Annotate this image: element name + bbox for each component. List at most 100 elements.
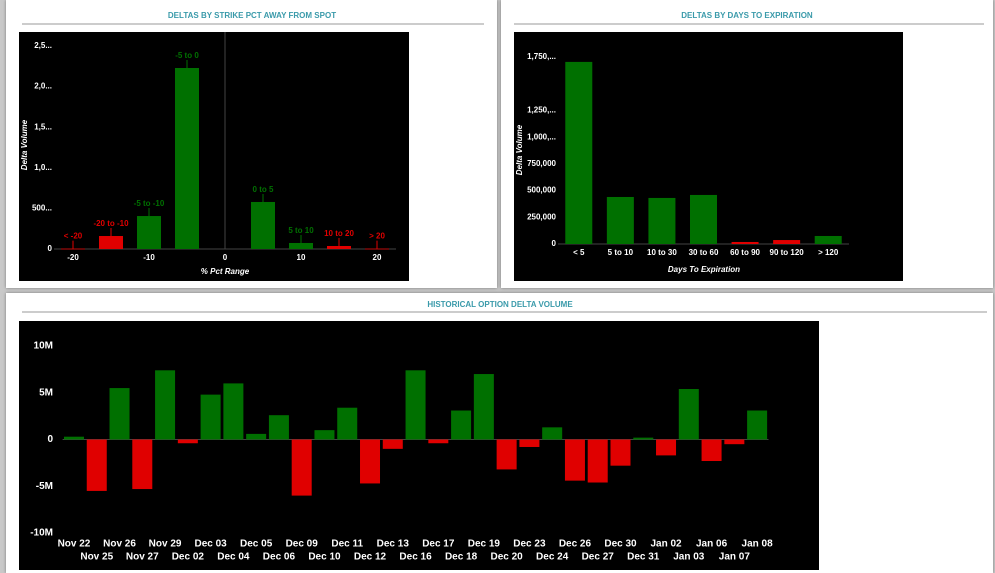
x-tick-label: Dec 06 bbox=[263, 552, 296, 563]
x-tick-label: -10 bbox=[143, 253, 155, 262]
chart-title: DELTAS BY STRIKE PCT AWAY FROM SPOT bbox=[168, 11, 336, 20]
bar bbox=[251, 201, 275, 249]
bar bbox=[542, 427, 563, 440]
bar bbox=[814, 235, 842, 244]
x-axis-title: % Pct Range bbox=[201, 267, 250, 276]
data-label: 0 to 5 bbox=[253, 185, 274, 194]
x-tick-label: Dec 30 bbox=[604, 539, 637, 550]
bar bbox=[648, 197, 676, 244]
y-tick-label: -5M bbox=[36, 481, 53, 492]
bar bbox=[773, 240, 801, 244]
x-tick-label: Dec 10 bbox=[308, 552, 341, 563]
data-label: 10 to 20 bbox=[324, 229, 354, 238]
y-tick-label: 250,000 bbox=[527, 212, 556, 221]
x-tick-label: Dec 27 bbox=[582, 552, 615, 563]
x-tick-label: Dec 03 bbox=[194, 539, 227, 550]
bar bbox=[610, 439, 631, 466]
x-tick-label: Dec 17 bbox=[422, 539, 455, 550]
data-label: < -20 bbox=[64, 232, 83, 241]
x-tick-label: Nov 26 bbox=[103, 539, 136, 550]
y-axis-title: Delta Volume bbox=[20, 119, 29, 170]
x-tick-label: Dec 09 bbox=[286, 539, 319, 550]
x-tick-label: Dec 24 bbox=[536, 552, 569, 563]
y-tick-label: 500... bbox=[32, 204, 52, 213]
bar bbox=[137, 216, 161, 249]
x-tick-label: Dec 23 bbox=[513, 539, 546, 550]
y-tick-label: 5M bbox=[39, 387, 53, 398]
bar bbox=[678, 389, 699, 440]
y-tick-label: 2,5... bbox=[34, 41, 52, 50]
bar bbox=[365, 248, 389, 250]
y-tick-label: 1,750,... bbox=[527, 52, 556, 61]
x-tick-label: 10 to 30 bbox=[647, 248, 677, 257]
x-tick-label: 60 to 90 bbox=[730, 248, 760, 257]
bar bbox=[656, 439, 677, 456]
bar bbox=[731, 241, 759, 244]
bar bbox=[109, 388, 130, 440]
bar bbox=[314, 430, 335, 440]
x-tick-label: Dec 12 bbox=[354, 552, 387, 563]
y-tick-label: 1,0... bbox=[34, 163, 52, 172]
bar bbox=[564, 439, 585, 481]
bar bbox=[451, 410, 472, 440]
bar bbox=[327, 245, 351, 249]
data-label: -5 to 0 bbox=[175, 51, 199, 60]
data-label: -5 to -10 bbox=[134, 199, 165, 208]
bar bbox=[565, 61, 593, 244]
bar bbox=[200, 394, 221, 440]
bar bbox=[633, 437, 654, 440]
x-tick-label: < 5 bbox=[573, 248, 585, 257]
x-tick-label: Dec 16 bbox=[399, 552, 432, 563]
x-tick-label: Jan 02 bbox=[650, 539, 682, 550]
plot-area bbox=[19, 32, 409, 281]
bar bbox=[587, 439, 608, 483]
x-tick-label: 10 bbox=[297, 253, 306, 262]
x-tick-label: Jan 06 bbox=[696, 539, 728, 550]
bar bbox=[382, 439, 403, 449]
x-tick-label: -20 bbox=[67, 253, 79, 262]
x-axis-title: Days To Expiration bbox=[668, 265, 740, 274]
x-tick-label: Dec 02 bbox=[172, 552, 205, 563]
bar bbox=[496, 439, 517, 470]
x-tick-label: Dec 20 bbox=[491, 552, 524, 563]
x-tick-label: Dec 11 bbox=[331, 539, 363, 550]
bar bbox=[473, 374, 494, 440]
bar bbox=[155, 370, 176, 440]
x-tick-label: Dec 31 bbox=[627, 552, 660, 563]
y-tick-label: 1,250,... bbox=[527, 106, 556, 115]
chart-title: HISTORICAL OPTION DELTA VOLUME bbox=[427, 300, 573, 309]
x-tick-label: 30 to 60 bbox=[689, 248, 719, 257]
y-tick-label: 1,5... bbox=[34, 122, 52, 131]
x-tick-label: Jan 07 bbox=[719, 552, 751, 563]
bar bbox=[360, 439, 381, 484]
x-tick-label: Dec 18 bbox=[445, 552, 478, 563]
bar bbox=[223, 383, 244, 440]
bar bbox=[405, 370, 426, 440]
bar bbox=[246, 433, 267, 440]
y-tick-label: 10M bbox=[34, 341, 53, 352]
bar bbox=[291, 439, 312, 496]
bar bbox=[747, 410, 768, 440]
bar bbox=[289, 242, 313, 249]
y-tick-label: 0 bbox=[47, 434, 53, 445]
bar bbox=[724, 439, 745, 445]
x-tick-label: 20 bbox=[373, 253, 382, 262]
x-tick-label: Dec 19 bbox=[468, 539, 501, 550]
x-tick-label: 90 to 120 bbox=[770, 248, 805, 257]
plot-area bbox=[19, 321, 819, 570]
data-label: -20 to -10 bbox=[93, 219, 129, 228]
x-tick-label: 5 to 10 bbox=[608, 248, 634, 257]
chart-title: DELTAS BY DAYS TO EXPIRATION bbox=[681, 11, 813, 20]
y-tick-label: 500,000 bbox=[527, 186, 556, 195]
data-label: > 20 bbox=[369, 232, 385, 241]
bar bbox=[701, 439, 722, 462]
x-tick-label: Nov 25 bbox=[80, 552, 113, 563]
bar bbox=[86, 439, 107, 491]
bar bbox=[690, 194, 717, 244]
bar bbox=[132, 439, 153, 490]
bar bbox=[606, 196, 634, 244]
y-tick-label: 0 bbox=[48, 244, 53, 253]
x-tick-label: Nov 22 bbox=[58, 539, 91, 550]
